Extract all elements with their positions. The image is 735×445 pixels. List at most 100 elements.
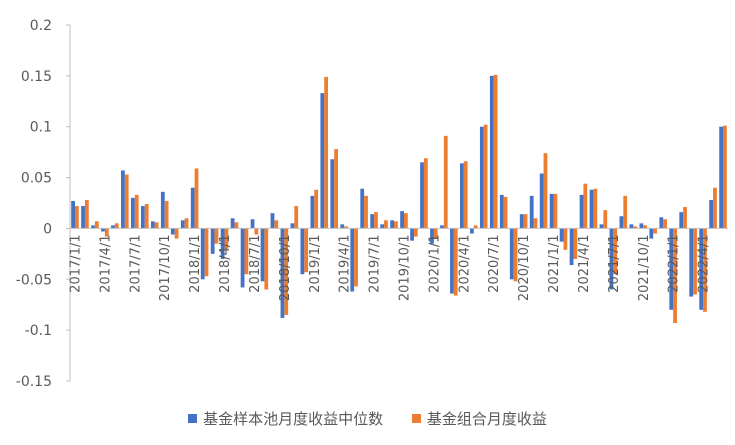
bar-portfolio (84, 199, 89, 229)
bar-median (669, 228, 674, 310)
bar-portfolio (543, 153, 548, 229)
x-tick-label: 2018/1/1 (188, 234, 203, 292)
bar-median (629, 224, 634, 229)
bar-median (131, 197, 135, 229)
legend-item-median: 基金样本池月度收益中位数 (188, 408, 383, 429)
y-tick-label: 0.1 (30, 120, 52, 136)
bar-median (430, 228, 434, 244)
x-tick-label: 2017/10/1 (158, 234, 173, 301)
bar-portfolio (304, 228, 309, 273)
bar-portfolio (403, 213, 408, 229)
bar-median (230, 218, 235, 229)
bar-portfolio (413, 228, 418, 237)
bar-portfolio (244, 228, 249, 275)
x-tick-label: 2020/10/1 (517, 234, 532, 301)
bar-portfolio (124, 174, 129, 229)
bar-portfolio (314, 189, 319, 229)
bar-portfolio (174, 228, 179, 239)
bar-portfolio (463, 161, 468, 229)
bar-median (569, 228, 574, 266)
bar-portfolio (603, 210, 608, 229)
y-tick-label: 0.05 (21, 171, 52, 187)
bar-portfolio (374, 212, 378, 229)
x-tick-label: 2019/4/1 (338, 234, 353, 292)
bar-median (111, 225, 115, 229)
bar-portfolio (334, 149, 338, 229)
bar-median (310, 195, 315, 229)
bar-portfolio (114, 223, 119, 229)
bar-portfolio (154, 222, 159, 229)
legend-label-median: 基金样本池月度收益中位数 (203, 410, 384, 428)
bar-median (599, 224, 604, 229)
y-tick-label: -0.05 (16, 272, 52, 288)
bar-median (240, 228, 245, 288)
bar-median (340, 224, 345, 229)
x-tick-label: 2022/1/1 (667, 234, 682, 292)
bar-median (410, 228, 414, 241)
bar-median (81, 206, 85, 229)
bar-portfolio (184, 218, 189, 229)
x-tick-label: 2021/4/1 (577, 234, 592, 292)
x-tick-label: 2018/10/1 (278, 234, 293, 301)
x-tick-label: 2017/4/1 (98, 234, 113, 292)
bar-portfolio (723, 125, 727, 229)
bar-median (200, 228, 205, 280)
bar-portfolio (144, 204, 149, 229)
legend: 基金样本池月度收益中位数 基金组合月度收益 (0, 408, 735, 429)
bar-portfolio (264, 228, 269, 290)
bar-median (679, 212, 684, 229)
bar-median (420, 162, 424, 229)
x-tick-label: 2021/10/1 (637, 234, 652, 301)
x-tick-label: 2019/10/1 (398, 234, 413, 301)
bar-median (150, 221, 155, 229)
bar-median (509, 228, 514, 280)
bar-portfolio (74, 206, 79, 229)
bar-median (659, 217, 664, 229)
bar-portfolio (294, 206, 299, 229)
bar-median (300, 228, 305, 275)
bar-median (91, 225, 95, 229)
bar-median (689, 228, 694, 297)
bar-median (380, 224, 385, 229)
bar-median (190, 187, 195, 229)
bar-median (559, 228, 564, 242)
bar-portfolio (134, 194, 139, 229)
bar-portfolio (164, 200, 169, 229)
bar-median (539, 173, 544, 229)
y-tick-label: 0.2 (30, 18, 52, 34)
bar-median (290, 223, 295, 229)
bar-median (270, 213, 275, 229)
bar-portfolio (713, 187, 717, 229)
bar-portfolio (593, 188, 598, 229)
bar-median (280, 228, 285, 318)
bar-median (210, 228, 215, 254)
x-tick-label: 2020/4/1 (457, 234, 472, 292)
y-tick-label: -0.15 (16, 374, 52, 390)
legend-label-portfolio: 基金组合月度收益 (426, 410, 547, 428)
bar-portfolio (204, 228, 209, 277)
bar-median (320, 93, 325, 229)
bar-median (639, 223, 644, 229)
x-tick-label: 2021/1/1 (547, 234, 562, 292)
bar-portfolio (443, 135, 448, 229)
bar-portfolio (384, 220, 388, 229)
bar-portfolio (653, 228, 658, 234)
bar-median (489, 75, 494, 229)
bar-portfolio (453, 228, 458, 296)
bar-portfolio (423, 158, 428, 229)
bar-median (330, 159, 335, 229)
bar-portfolio (643, 225, 648, 229)
bar-median (460, 163, 464, 229)
bar-median (499, 194, 504, 229)
x-tick-label: 2018/4/1 (218, 234, 233, 292)
bar-median (469, 228, 474, 234)
bar-median (350, 228, 355, 292)
bar-median (440, 225, 444, 229)
x-tick-label: 2019/7/1 (368, 234, 383, 292)
bar-portfolio (573, 228, 578, 259)
bar-median (699, 228, 704, 310)
bar-median (360, 188, 365, 229)
legend-swatch-portfolio (411, 414, 421, 423)
bar-portfolio (433, 228, 438, 239)
